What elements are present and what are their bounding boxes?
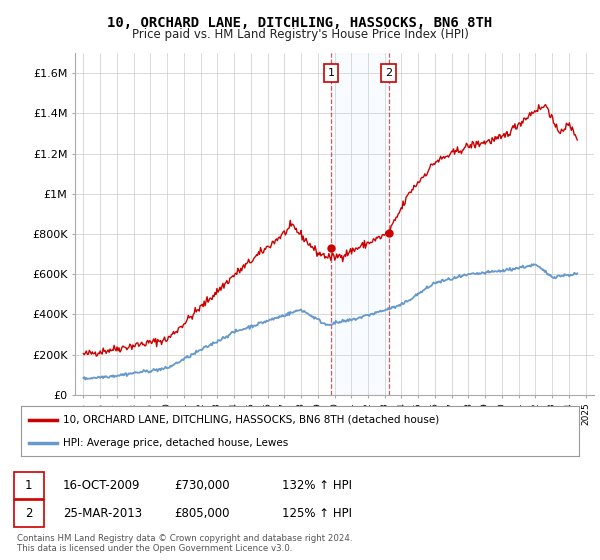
Text: 25-MAR-2013: 25-MAR-2013 — [63, 507, 142, 520]
Text: 16-OCT-2009: 16-OCT-2009 — [63, 479, 140, 492]
Text: 1: 1 — [25, 479, 32, 492]
Text: HPI: Average price, detached house, Lewes: HPI: Average price, detached house, Lewe… — [63, 438, 288, 448]
Text: 10, ORCHARD LANE, DITCHLING, HASSOCKS, BN6 8TH: 10, ORCHARD LANE, DITCHLING, HASSOCKS, B… — [107, 16, 493, 30]
Text: Price paid vs. HM Land Registry's House Price Index (HPI): Price paid vs. HM Land Registry's House … — [131, 28, 469, 41]
Text: 132% ↑ HPI: 132% ↑ HPI — [282, 479, 352, 492]
Text: £730,000: £730,000 — [174, 479, 230, 492]
Bar — [331, 53, 389, 395]
Text: 125% ↑ HPI: 125% ↑ HPI — [282, 507, 352, 520]
Text: Contains HM Land Registry data © Crown copyright and database right 2024.
This d: Contains HM Land Registry data © Crown c… — [17, 534, 352, 553]
Text: 2: 2 — [385, 68, 392, 78]
Text: 10, ORCHARD LANE, DITCHLING, HASSOCKS, BN6 8TH (detached house): 10, ORCHARD LANE, DITCHLING, HASSOCKS, B… — [63, 414, 439, 424]
Text: 2: 2 — [25, 507, 32, 520]
Text: £805,000: £805,000 — [174, 507, 229, 520]
Text: 1: 1 — [328, 68, 334, 78]
